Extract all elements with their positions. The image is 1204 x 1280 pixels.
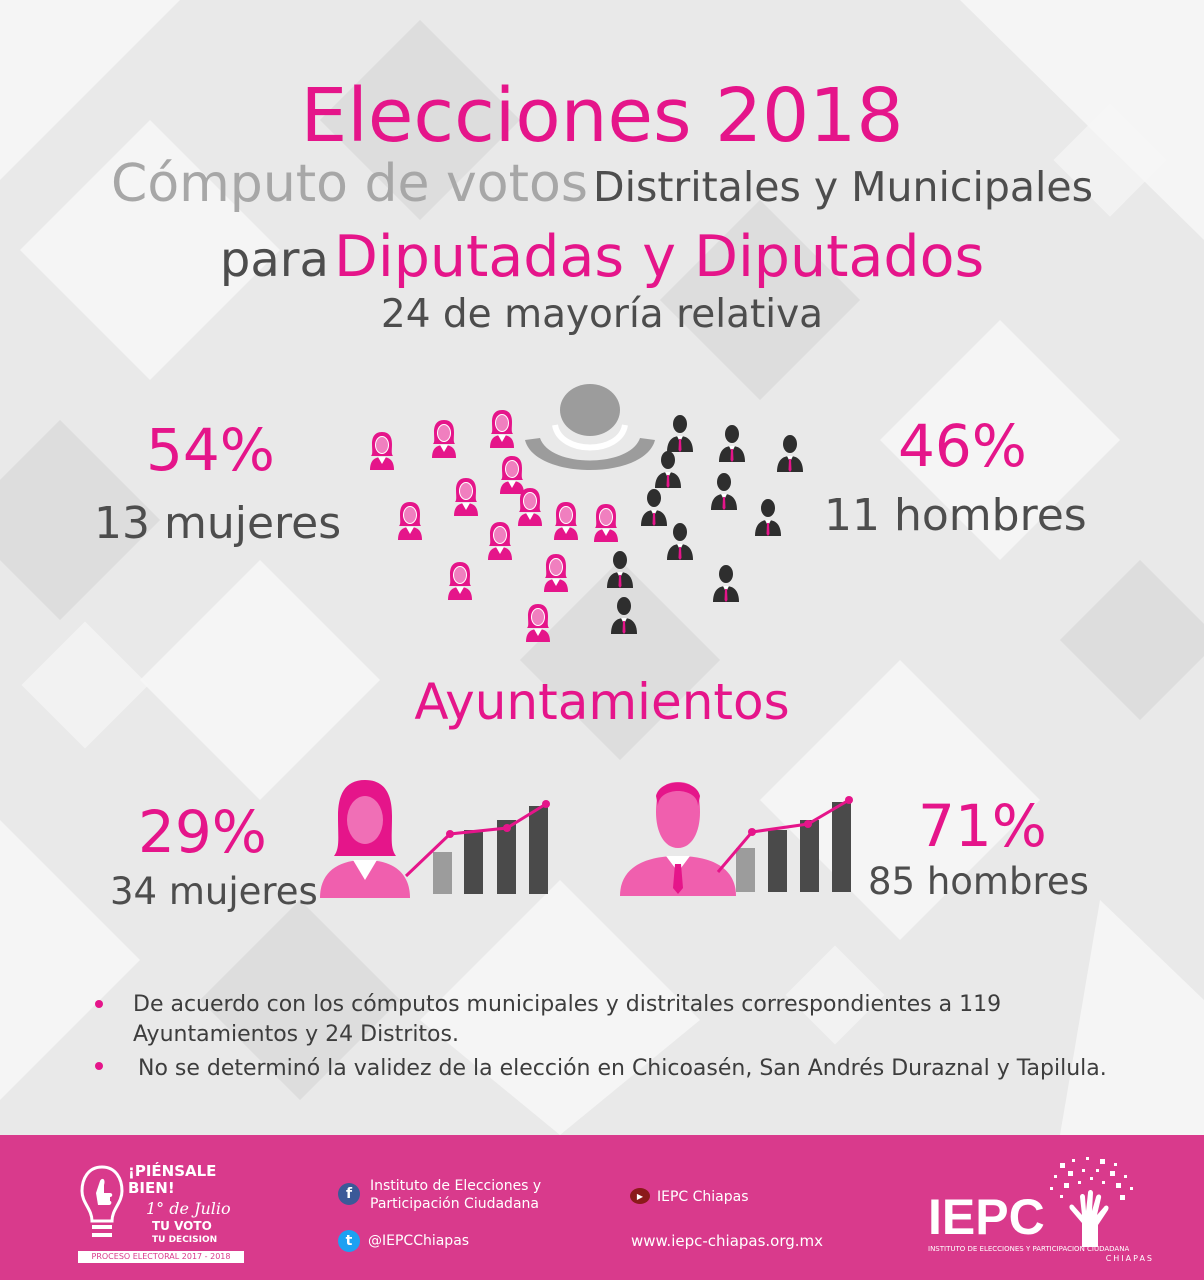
women-percentage: 54% — [146, 416, 275, 484]
tree-dot — [1110, 1171, 1115, 1176]
man-icon — [641, 489, 667, 526]
tree-dot — [1114, 1163, 1117, 1166]
women-count: 13 mujeres — [94, 498, 342, 549]
subtitle-part1: Cómputo de votos — [111, 154, 588, 214]
woman-growth-graphic — [320, 780, 550, 898]
note-1: De acuerdo con los cómputos municipales … — [133, 990, 1001, 1050]
note-1-line1: De acuerdo con los cómputos municipales … — [133, 992, 1002, 1017]
tree-dot — [1082, 1169, 1085, 1172]
ayuntamientos-men-count: 85 hombres — [868, 860, 1089, 903]
campaign-text: ¡PIÉNSALE BIEN! — [128, 1163, 216, 1197]
tree-dot — [1130, 1187, 1133, 1190]
woman-icon — [432, 420, 456, 458]
bullet-dot — [95, 1062, 103, 1070]
tree-dot — [1072, 1159, 1075, 1162]
campaign-line4: TU VOTO — [152, 1219, 212, 1233]
bar-chart-icon — [404, 800, 550, 894]
man-growth-graphic — [620, 782, 853, 896]
subtitle-line3: para Diputadas y Diputados — [0, 222, 1204, 306]
man-icon — [719, 425, 745, 462]
ayuntamientos-heading: Ayuntamientos — [414, 673, 790, 731]
campaign-process: PROCESO ELECTORAL 2017 - 2018 — [78, 1251, 244, 1263]
campaign-date: 1° de Julio — [146, 1199, 231, 1218]
woman-icon — [398, 502, 422, 540]
woman-icon — [518, 488, 542, 526]
men-percentage: 46% — [898, 412, 1027, 480]
seats-description: 24 de mayoría relativa — [380, 292, 824, 337]
woman-icon — [526, 604, 550, 642]
subtitle: Cómputo de votos Distritales y Municipal… — [0, 152, 1204, 228]
bar-chart-icon — [716, 796, 853, 892]
tree-dot — [1060, 1195, 1063, 1198]
seat-distribution-graphic — [370, 384, 803, 642]
men-count: 11 hombres — [824, 490, 1087, 541]
tree-dot — [1064, 1183, 1069, 1188]
ayuntamientos-women-count: 34 mujeres — [110, 870, 318, 913]
man-icon — [777, 435, 803, 472]
youtube-icon[interactable]: ▶ — [630, 1188, 650, 1204]
ayuntamientos-women-percentage: 29% — [138, 798, 267, 866]
tree-dot — [1124, 1175, 1127, 1178]
note-1-line2: Ayuntamientos y 24 Distritos. — [133, 1022, 459, 1047]
iepc-logo-text: IEPC — [928, 1189, 1045, 1245]
woman-icon — [544, 554, 568, 592]
man-icon — [667, 523, 693, 560]
woman-icon — [454, 478, 478, 516]
campaign-line2: BIEN! — [128, 1179, 175, 1197]
note-2: No se determinó la validez de la elecció… — [138, 1056, 1107, 1081]
tree-dot — [1096, 1169, 1099, 1172]
facebook-line2: Participación Ciudadana — [370, 1196, 539, 1212]
footer: ¡PIÉNSALE BIEN! 1° de Julio TU VOTO TU D… — [0, 1135, 1204, 1280]
woman-icon — [370, 432, 394, 470]
man-icon — [620, 782, 736, 896]
man-icon — [755, 499, 781, 536]
campaign-slogan: TU VOTO TU DECISION — [152, 1219, 217, 1247]
tree-dot — [1090, 1177, 1093, 1180]
tree-dot — [1100, 1159, 1105, 1164]
tree-dot — [1120, 1195, 1125, 1200]
woman-icon — [500, 456, 524, 494]
iepc-logo-state: CHIAPAS — [1105, 1254, 1154, 1263]
campaign-line5: TU DECISION — [152, 1235, 218, 1245]
man-icon — [713, 565, 739, 602]
facebook-link[interactable]: Instituto de Elecciones y Participación … — [370, 1177, 541, 1213]
tree-hand-icon — [1050, 1157, 1133, 1247]
tree-dot — [1050, 1187, 1053, 1190]
facebook-line1: Instituto de Elecciones y — [370, 1178, 542, 1194]
iepc-logo-subtitle: INSTITUTO DE ELECCIONES Y PARTICIPACION … — [928, 1245, 1130, 1253]
campaign-line1: ¡PIÉNSALE — [128, 1162, 217, 1180]
background-pattern — [0, 0, 1204, 1135]
line3-part2: Diputadas y Diputados — [333, 224, 985, 290]
website-link[interactable]: www.iepc-chiapas.org.mx — [631, 1232, 824, 1250]
man-icon — [607, 551, 633, 588]
line3-part1: para — [219, 232, 329, 288]
twitter-icon[interactable]: t — [338, 1230, 360, 1252]
bullet-dot — [95, 1000, 103, 1008]
speaker-icon — [525, 384, 655, 470]
youtube-link[interactable]: IEPC Chiapas — [657, 1189, 749, 1205]
man-icon — [611, 597, 637, 634]
woman-icon — [490, 410, 514, 448]
tree-dot — [1102, 1181, 1105, 1184]
man-icon — [711, 473, 737, 510]
woman-icon — [448, 562, 472, 600]
woman-icon — [554, 502, 578, 540]
subtitle-part2: Distritales y Municipales — [593, 163, 1093, 211]
tree-dot — [1086, 1157, 1089, 1160]
twitter-link[interactable]: @IEPCChiapas — [368, 1233, 470, 1249]
woman-icon — [488, 522, 512, 560]
lightbulb-icon — [80, 1165, 124, 1237]
tree-dot — [1054, 1175, 1057, 1178]
woman-icon — [320, 780, 410, 898]
woman-icon — [594, 504, 618, 542]
man-icon — [667, 415, 693, 452]
tree-dot — [1078, 1181, 1081, 1184]
tree-dot — [1068, 1171, 1073, 1176]
tree-dot — [1060, 1163, 1065, 1168]
ayuntamientos-men-percentage: 71% — [918, 792, 1047, 860]
tree-dot — [1116, 1183, 1121, 1188]
man-icon — [655, 451, 681, 488]
page-title: Elecciones 2018 — [300, 73, 904, 159]
facebook-icon[interactable]: f — [338, 1183, 360, 1205]
